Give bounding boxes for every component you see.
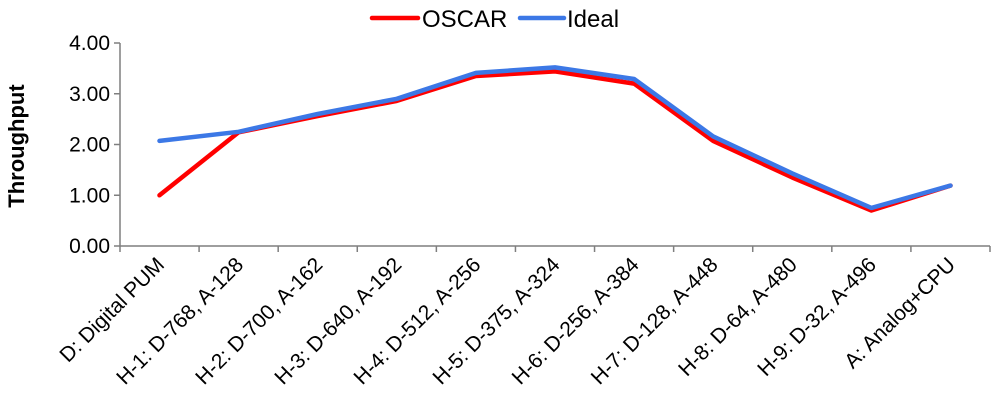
y-tick-label: 3.00 xyxy=(69,83,110,106)
y-axis-title: Throughput xyxy=(4,84,29,208)
y-tick-label: 1.00 xyxy=(69,184,110,207)
legend: OSCAR Ideal xyxy=(369,6,619,33)
legend-label-oscar: OSCAR xyxy=(422,6,507,33)
y-tick-label: 0.00 xyxy=(69,235,110,258)
series-lines xyxy=(157,65,953,213)
y-tick-label: 2.00 xyxy=(69,134,110,157)
legend-label-ideal: Ideal xyxy=(567,6,619,33)
series-line-ideal xyxy=(157,65,953,211)
y-tick-label: 4.00 xyxy=(69,32,110,55)
axes xyxy=(114,42,991,252)
y-tick-labels: 0.00 1.00 2.00 3.00 4.00 xyxy=(69,32,110,258)
